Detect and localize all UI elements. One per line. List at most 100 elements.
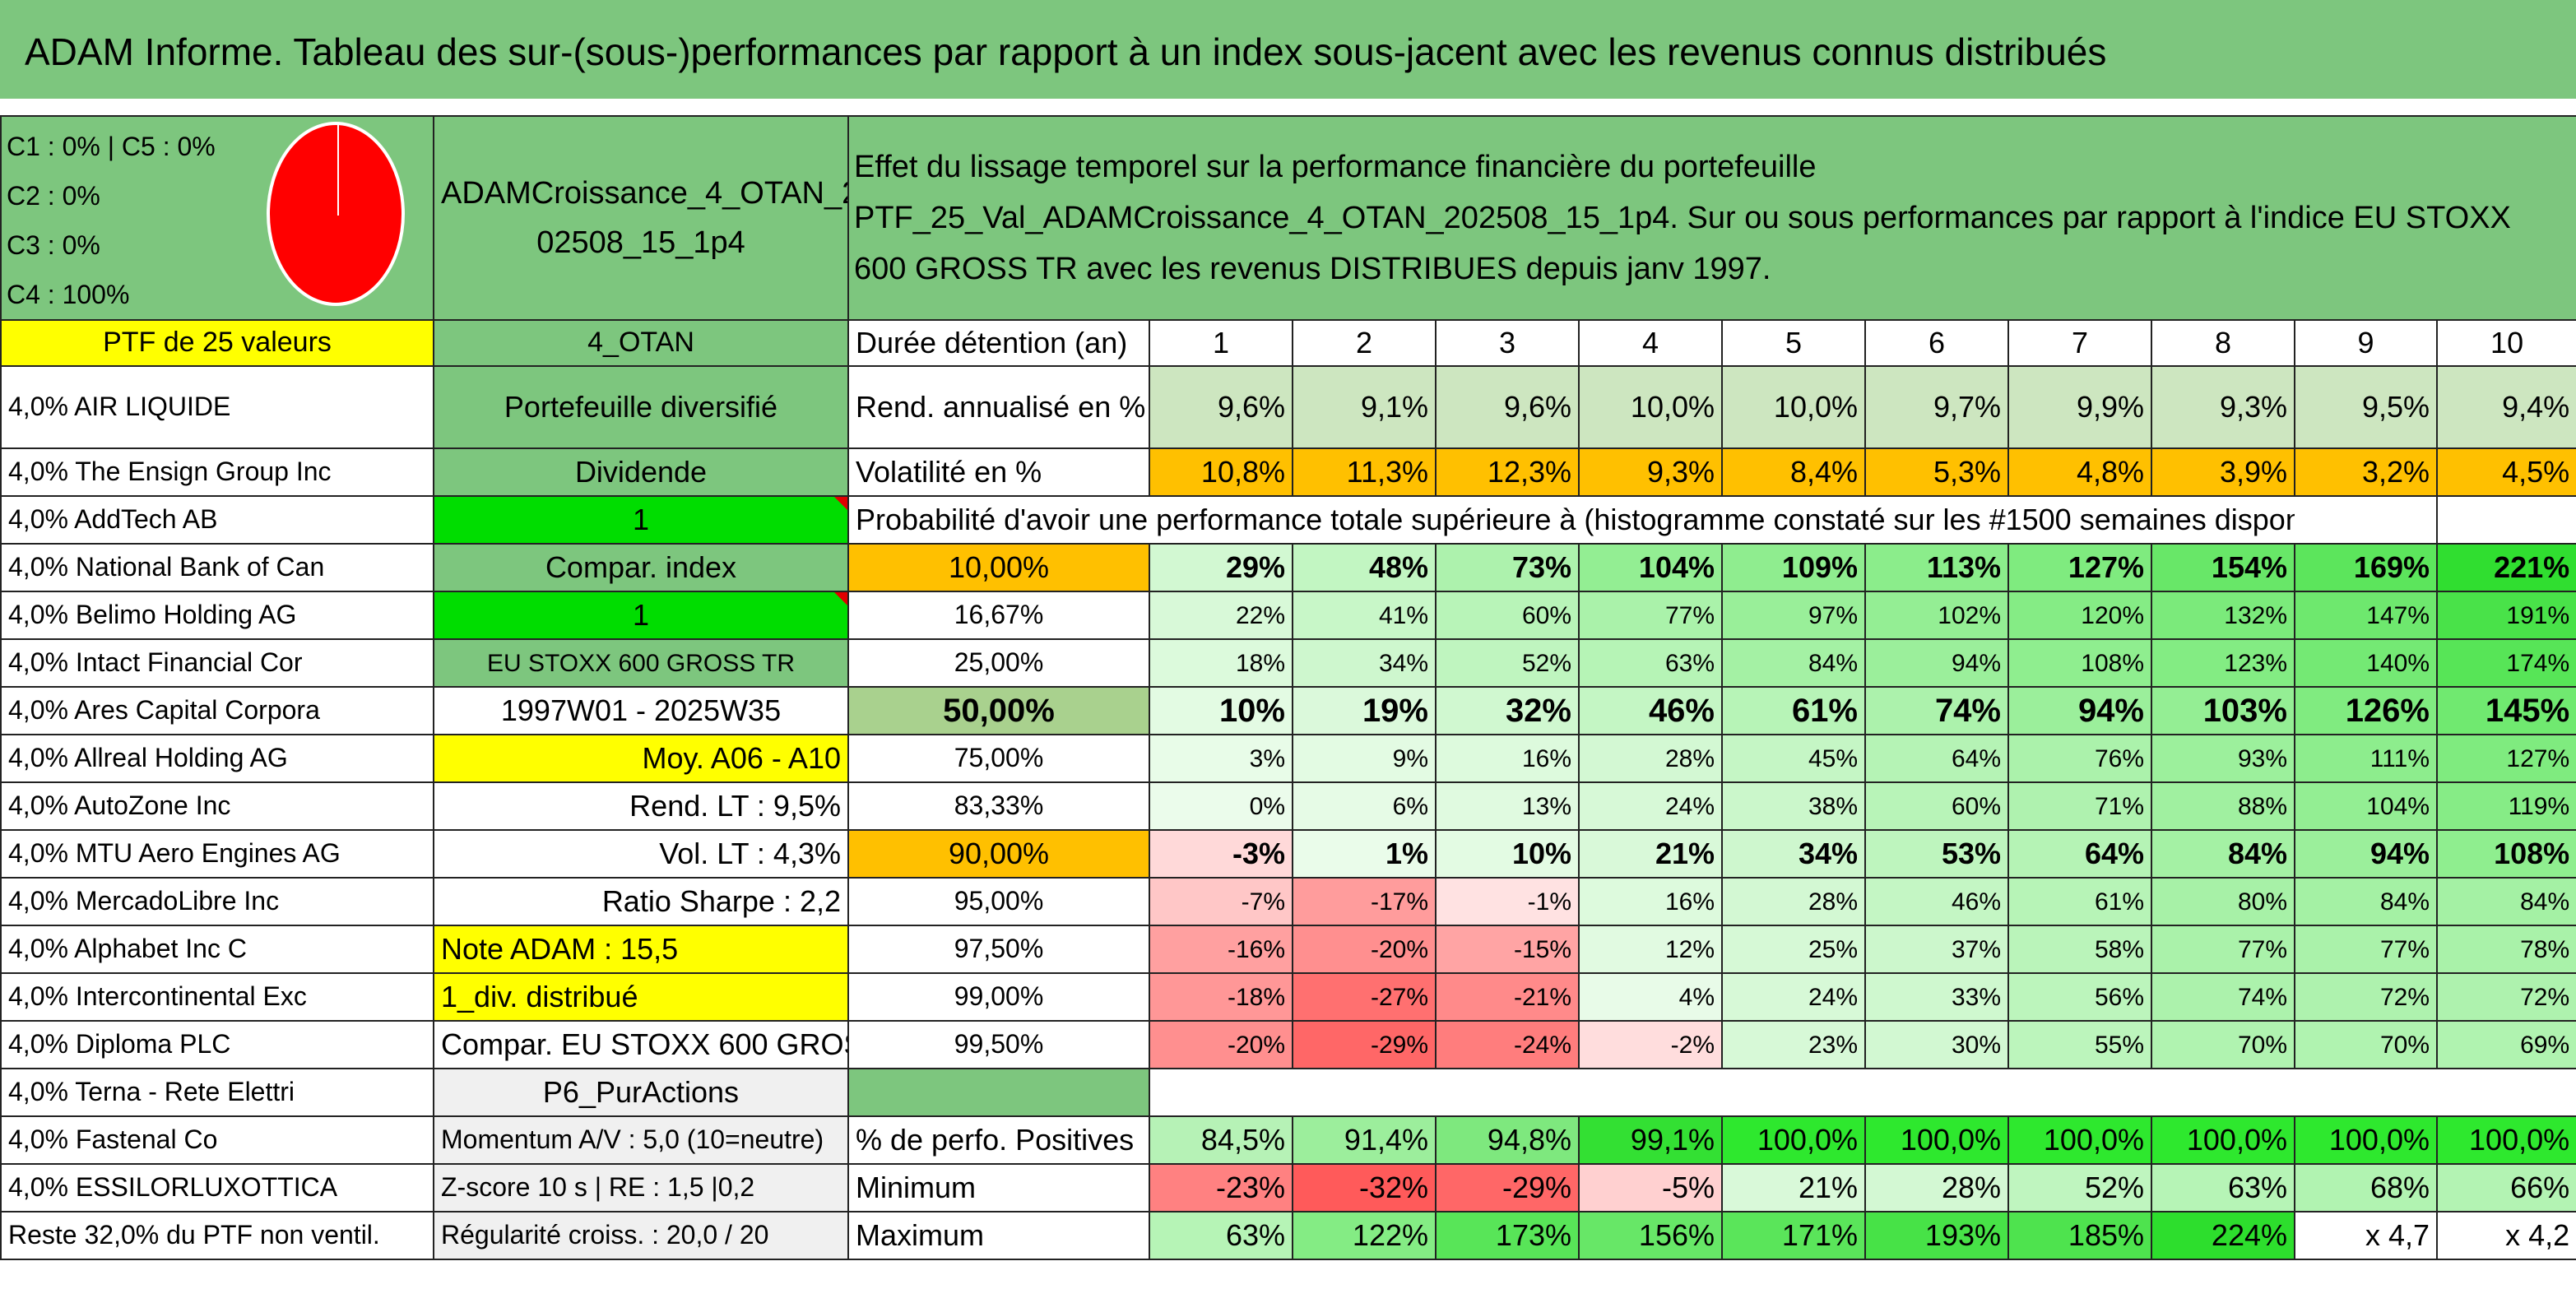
percentile-value: 94% [1864,638,2009,688]
year-header: 5 [1721,319,1866,367]
min-value: 63% [2151,1163,2295,1212]
percentile-value: 69% [2435,1020,2576,1069]
year-header: 9 [2294,319,2438,367]
percentile-value: 64% [2007,829,2152,879]
percentile-value: 104% [2294,781,2438,831]
info-div: 1_div. distribué [433,972,849,1022]
max-value: 171% [1721,1211,1866,1260]
class-line: C1 : 0% | C5 : 0% [7,132,216,161]
percentile-value: -2% [1578,1020,1723,1069]
min-value: 68% [2294,1163,2438,1212]
min-value: 21% [1721,1163,1866,1212]
info-rend-lt: Rend. LT : 9,5% [433,781,849,831]
percentile-value: 24% [1721,972,1866,1022]
percentile-value: 93% [2151,734,2295,783]
percentile-value: 4% [1578,972,1723,1022]
info-sharpe: Ratio Sharpe : 2,2 [433,877,849,926]
rend-value: 9,3% [2151,365,2295,449]
percentile-value: -16% [1149,925,1293,974]
table-row: 4,0% AddTech AB 1 Probabilité d'avoir une … [0,495,2576,545]
class-breakdown-cell: C1 : 0% | C5 : 0% C2 : 0% C3 : 0% C4 : 1… [0,115,434,321]
pos-value: 99,1% [1578,1115,1723,1165]
label-pos: % de perfo. Positives [847,1115,1150,1165]
percentile-level: 95,00% [847,877,1150,926]
percentile-value: 34% [1292,638,1437,688]
pos-value: 100,0% [2007,1115,2152,1165]
percentile-level: 50,00% [847,686,1150,735]
holding-name: 4,0% AIR LIQUIDE [0,365,434,449]
table-row: 4,0% MercadoLibre Inc Ratio Sharpe : 2,2 9… [0,877,2576,926]
percentile-value: 174% [2435,638,2576,688]
max-value: 173% [1435,1211,1580,1260]
pos-value: 84,5% [1149,1115,1293,1165]
percentile-value: 28% [1721,877,1866,926]
table-row: 4,0% Intercontinental Exc 1_div. distribu… [0,972,2576,1022]
vol-value: 3,2% [2294,447,2438,497]
percentile-value: 60% [1435,591,1580,640]
percentile-level: 90,00% [847,829,1150,879]
percentile-value: 13% [1435,781,1580,831]
label-max: Maximum [847,1211,1150,1260]
percentile-value: 23% [1721,1020,1866,1069]
percentile-level: 99,50% [847,1020,1150,1069]
info-compar-index: Compar. index [433,543,849,592]
percentile-value: 24% [1578,781,1723,831]
info-index-name: EU STOXX 600 GROSS TR [433,638,849,688]
percentile-value: 37% [1864,925,2009,974]
table-row: 4,0% Alphabet Inc C Note ADAM : 15,5 97,50… [0,925,2576,974]
vol-value: 9,3% [1578,447,1723,497]
percentile-value: 127% [2435,734,2576,783]
pos-value: 100,0% [2294,1115,2438,1165]
percentile-value: 10% [1149,686,1293,735]
percentile-value: 109% [1721,543,1866,592]
class-line: C4 : 100% [7,280,130,309]
percentile-value: 191% [2435,591,2576,640]
percentile-value: 46% [1578,686,1723,735]
percentile-value: 77% [2294,925,2438,974]
percentile-value: 46% [1864,877,2009,926]
percentile-value: 10% [1435,829,1580,879]
min-value: -5% [1578,1163,1723,1212]
percentile-value: 60% [1864,781,2009,831]
percentile-value: 6% [1292,781,1437,831]
table-row: Reste 32,0% du PTF non ventil. Régularité… [0,1211,2576,1260]
percentile-value: 111% [2294,734,2438,783]
percentile-value: 126% [2294,686,2438,735]
percentile-value: 0% [1149,781,1293,831]
percentile-value: 77% [2151,925,2295,974]
holding-name: 4,0% MTU Aero Engines AG [0,829,434,879]
percentile-value: 63% [1578,638,1723,688]
percentile-value: 221% [2435,543,2576,592]
holding-name: 4,0% The Ensign Group Inc [0,447,434,497]
class-line: C3 : 0% [7,230,100,260]
percentile-value: 21% [1578,829,1723,879]
percentile-value: 28% [1578,734,1723,783]
info-note-adam: Note ADAM : 15,5 [433,925,849,974]
table-row: 4,0% The Ensign Group Inc Dividende Volati… [0,447,2576,497]
percentile-value: 1% [1292,829,1437,879]
percentile-value: 41% [1292,591,1437,640]
label-min: Minimum [847,1163,1150,1212]
holding-name: 4,0% AutoZone Inc [0,781,434,831]
vol-value: 11,3% [1292,447,1437,497]
table-row: 4,0% AIR LIQUIDE Portefeuille diversifié R… [0,365,2576,449]
empty-cell [2295,495,2438,545]
percentile-value: 140% [2294,638,2438,688]
rend-value: 9,4% [2435,365,2576,449]
percentile-value: 53% [1864,829,2009,879]
percentile-value: 45% [1721,734,1866,783]
table-row: 4,0% Intact Financial Cor EU STOXX 600 GR… [0,638,2576,688]
percentile-value: 52% [1435,638,1580,688]
info-value-1: 1 [433,495,849,545]
ptf-label: PTF de 25 valeurs [0,319,434,367]
table-row: 4,0% Fastenal Co Momentum A/V : 5,0 (10=n… [0,1115,2576,1165]
percentile-value: -7% [1149,877,1293,926]
percentile-value: 94% [2294,829,2438,879]
percentile-value: 18% [1149,638,1293,688]
percentile-value: -29% [1292,1020,1437,1069]
max-value: 63% [1149,1211,1293,1260]
year-header: 4 [1578,319,1723,367]
percentile-value: 104% [1578,543,1723,592]
percentile-value: 102% [1864,591,2009,640]
year-header: 1 [1149,319,1293,367]
